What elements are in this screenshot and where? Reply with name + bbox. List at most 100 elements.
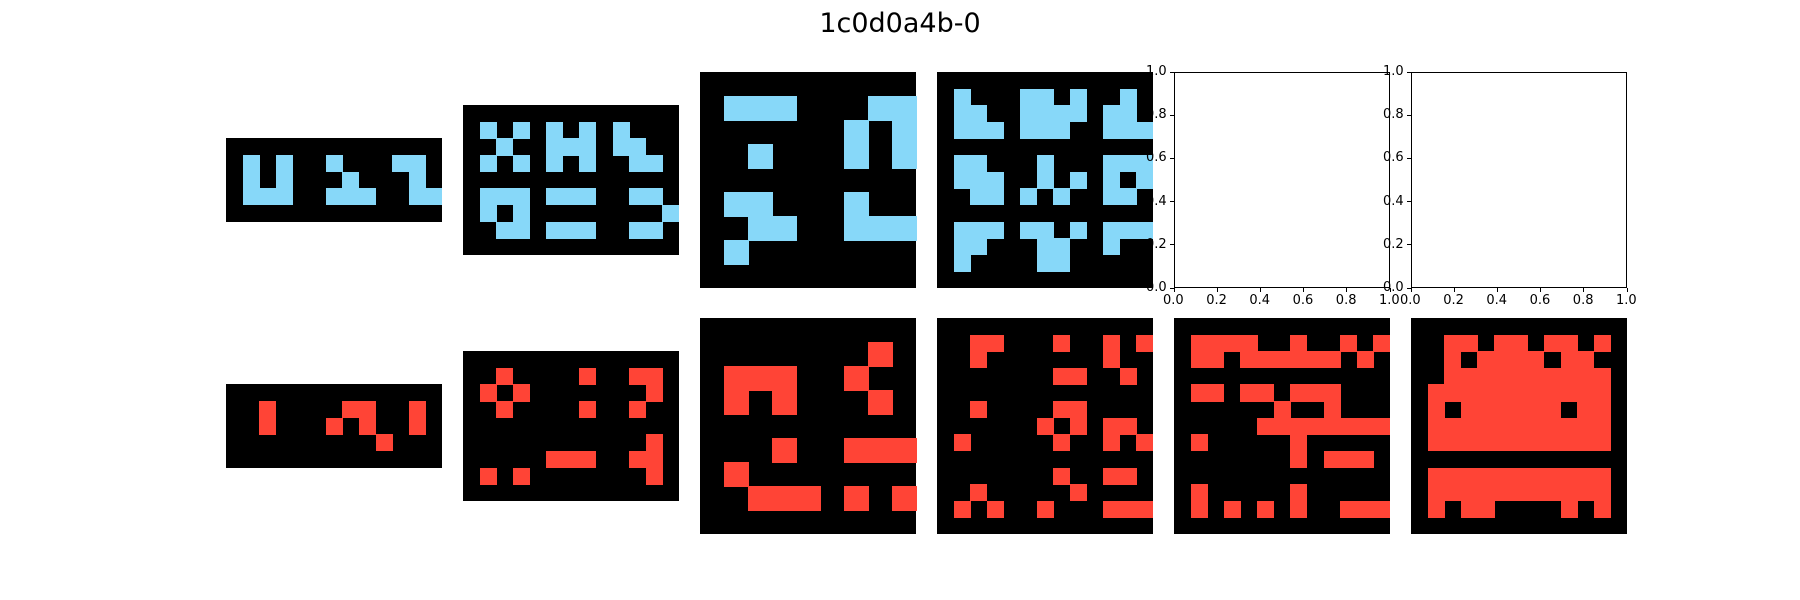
grid-cell <box>662 204 680 223</box>
grid-cell <box>1136 334 1154 352</box>
grid-cell <box>579 367 597 385</box>
grid-cell <box>844 216 869 241</box>
x-tick-label: 0.4 <box>1486 293 1508 308</box>
example-2-output-grid <box>463 351 679 501</box>
grid-cell <box>1119 188 1137 206</box>
grid-cell <box>1460 467 1478 485</box>
grid-cell <box>629 221 647 239</box>
grid-cell <box>1190 384 1208 402</box>
grid-cell <box>953 500 971 518</box>
grid-cell <box>1593 417 1611 435</box>
y-tick-mark <box>1170 244 1174 246</box>
grid-cell <box>1323 417 1341 435</box>
x-tick-mark <box>1410 288 1412 292</box>
grid-cell <box>496 401 514 419</box>
grid-cell <box>342 401 360 419</box>
grid-cell <box>1119 155 1137 173</box>
grid-cell <box>1290 500 1308 518</box>
grid-cell <box>1373 334 1391 352</box>
grid-cell <box>1444 334 1462 352</box>
grid-cell <box>1136 500 1154 518</box>
grid-cell <box>1103 500 1121 518</box>
grid-cell <box>724 366 749 391</box>
x-tick-label: 1.0 <box>1616 293 1637 308</box>
grid-cell <box>1577 484 1595 502</box>
grid-cell <box>772 216 797 241</box>
y-tick-label: 1.0 <box>1383 64 1404 79</box>
grid-cell <box>512 221 530 239</box>
grid-cell <box>970 334 988 352</box>
x-tick-label: 0.2 <box>1206 293 1227 308</box>
grid-cell <box>772 486 797 511</box>
grid-cell <box>1136 121 1154 139</box>
grid-cell <box>1460 500 1478 518</box>
grid-cell <box>724 390 749 415</box>
grid-cell <box>1069 401 1088 419</box>
grid-cell <box>1207 334 1225 352</box>
grid-cell <box>1560 484 1578 502</box>
x-tick-label: 0.0 <box>1400 293 1421 308</box>
grid-cell <box>259 417 277 435</box>
grid-cell <box>970 221 988 239</box>
x-tick-mark <box>1389 288 1391 292</box>
grid-cell <box>1119 467 1137 485</box>
grid-cell <box>844 438 869 463</box>
grid-cell <box>1290 384 1308 402</box>
grid-cell <box>970 105 988 123</box>
grid-cell <box>1560 467 1578 485</box>
grid-cell <box>1020 188 1038 206</box>
grid-cell <box>868 216 893 241</box>
grid-cell <box>1103 334 1121 352</box>
grid-cell <box>1020 105 1038 123</box>
grid-cell <box>1190 500 1208 518</box>
grid-cell <box>1103 238 1121 256</box>
grid-cell <box>1444 384 1462 402</box>
grid-cell <box>1290 334 1308 352</box>
grid-cell <box>986 171 1004 189</box>
y-tick-mark <box>1407 157 1411 159</box>
grid-cell <box>1323 351 1341 369</box>
grid-cell <box>1510 401 1528 419</box>
grid-cell <box>546 188 564 206</box>
grid-cell <box>1036 155 1054 173</box>
y-tick-mark <box>1407 201 1411 203</box>
x-tick-mark <box>1453 288 1455 292</box>
grid-cell <box>986 188 1004 206</box>
grid-cell <box>1560 384 1578 402</box>
y-tick-label: 1.0 <box>1146 64 1167 79</box>
y-tick-mark <box>1170 157 1174 159</box>
grid-cell <box>1593 484 1611 502</box>
grid-cell <box>612 121 630 139</box>
grid-cell <box>1069 88 1088 106</box>
x-tick-mark <box>1173 288 1175 292</box>
grid-cell <box>242 155 260 173</box>
grid-cell <box>1527 484 1545 502</box>
grid-cell <box>645 467 663 485</box>
grid-cell <box>1427 467 1445 485</box>
grid-cell <box>1323 401 1341 419</box>
grid-cell <box>1036 221 1054 239</box>
grid-cell <box>1527 384 1545 402</box>
grid-cell <box>1356 500 1374 518</box>
grid-cell <box>1290 434 1308 452</box>
grid-cell <box>970 238 988 256</box>
x-tick-mark <box>1216 288 1218 292</box>
grid-cell <box>1444 417 1462 435</box>
grid-cell <box>1460 401 1478 419</box>
grid-cell <box>1119 88 1137 106</box>
grid-cell <box>1103 221 1121 239</box>
grid-cell <box>1273 417 1291 435</box>
grid-cell <box>1053 401 1071 419</box>
grid-cell <box>892 96 917 121</box>
grid-cell <box>275 155 293 173</box>
grid-cell <box>496 367 514 385</box>
grid-cell <box>1477 384 1495 402</box>
grid-cell <box>242 171 260 189</box>
grid-cell <box>1427 401 1445 419</box>
grid-cell <box>1543 401 1562 419</box>
grid-cell <box>953 105 971 123</box>
grid-cell <box>1036 238 1054 256</box>
grid-cell <box>562 221 580 239</box>
grid-cell <box>1136 434 1154 452</box>
grid-cell <box>1477 401 1495 419</box>
